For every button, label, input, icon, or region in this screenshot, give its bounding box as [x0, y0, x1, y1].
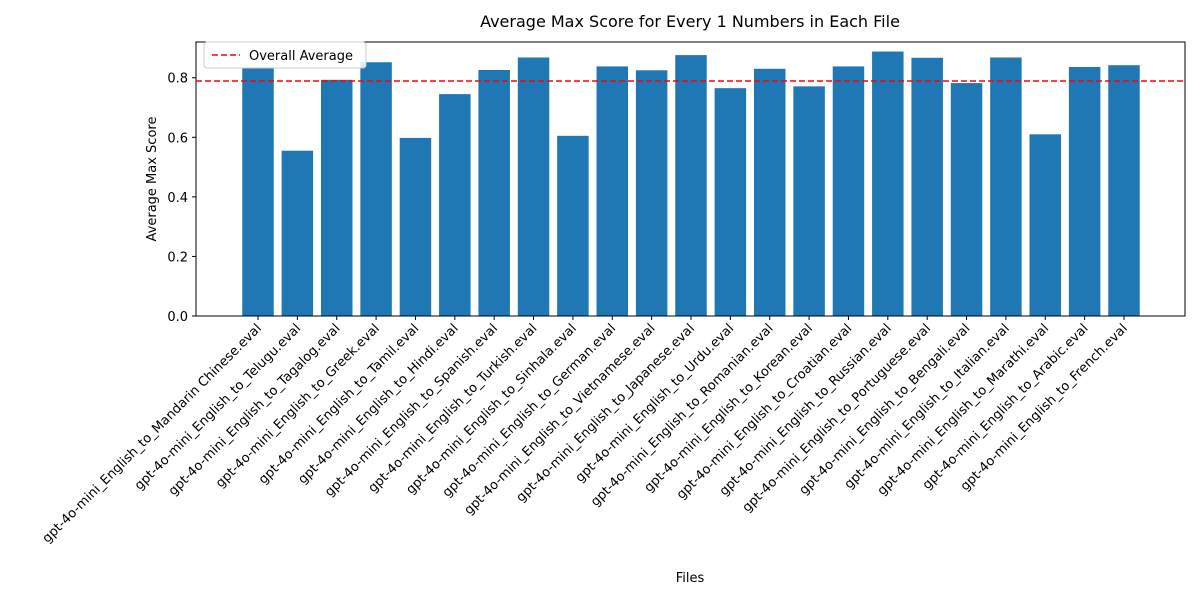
bar [478, 69, 510, 316]
y-axis-label: Average Max Score [145, 117, 160, 242]
bar [320, 79, 353, 316]
bar [714, 88, 747, 316]
bar [990, 57, 1022, 316]
bar [675, 55, 707, 317]
bar [242, 67, 274, 316]
bar [399, 137, 432, 316]
bar [517, 57, 550, 316]
y-tick-label: 0.2 [167, 250, 188, 265]
bar [832, 66, 865, 316]
plot-frame [195, 41, 1186, 317]
bar [635, 70, 668, 316]
bar [1068, 67, 1101, 316]
bar [439, 94, 471, 316]
bar [360, 62, 392, 317]
bars-layer [242, 51, 1140, 317]
legend-label: Overall Average [249, 49, 353, 64]
bar [1108, 65, 1140, 316]
bar [281, 150, 314, 316]
chart-title: Average Max Score for Every 1 Numbers in… [480, 12, 900, 31]
y-tick-label: 0.8 [167, 72, 188, 87]
y-tick-label: 0.4 [167, 191, 188, 206]
bar [911, 57, 943, 316]
legend-box [203, 41, 367, 69]
bar [753, 68, 786, 316]
x-tick-label: gpt-4o-mini_English_to_Romanian.eval [588, 321, 776, 509]
bar [1029, 134, 1062, 316]
bar [557, 135, 589, 316]
bar [596, 66, 629, 316]
x-axis: gpt-4o-mini_English_to_Mandarin Chinese.… [40, 316, 1131, 546]
legend: Overall Average [203, 41, 367, 69]
y-tick-label: 0.6 [167, 131, 188, 146]
y-axis: 0.0 0.2 0.4 0.6 0.8 [167, 72, 196, 325]
bar [872, 51, 904, 317]
bar [950, 83, 983, 316]
bar [793, 86, 825, 316]
y-tick-label: 0.0 [167, 310, 188, 325]
x-axis-label: Files [676, 571, 705, 586]
